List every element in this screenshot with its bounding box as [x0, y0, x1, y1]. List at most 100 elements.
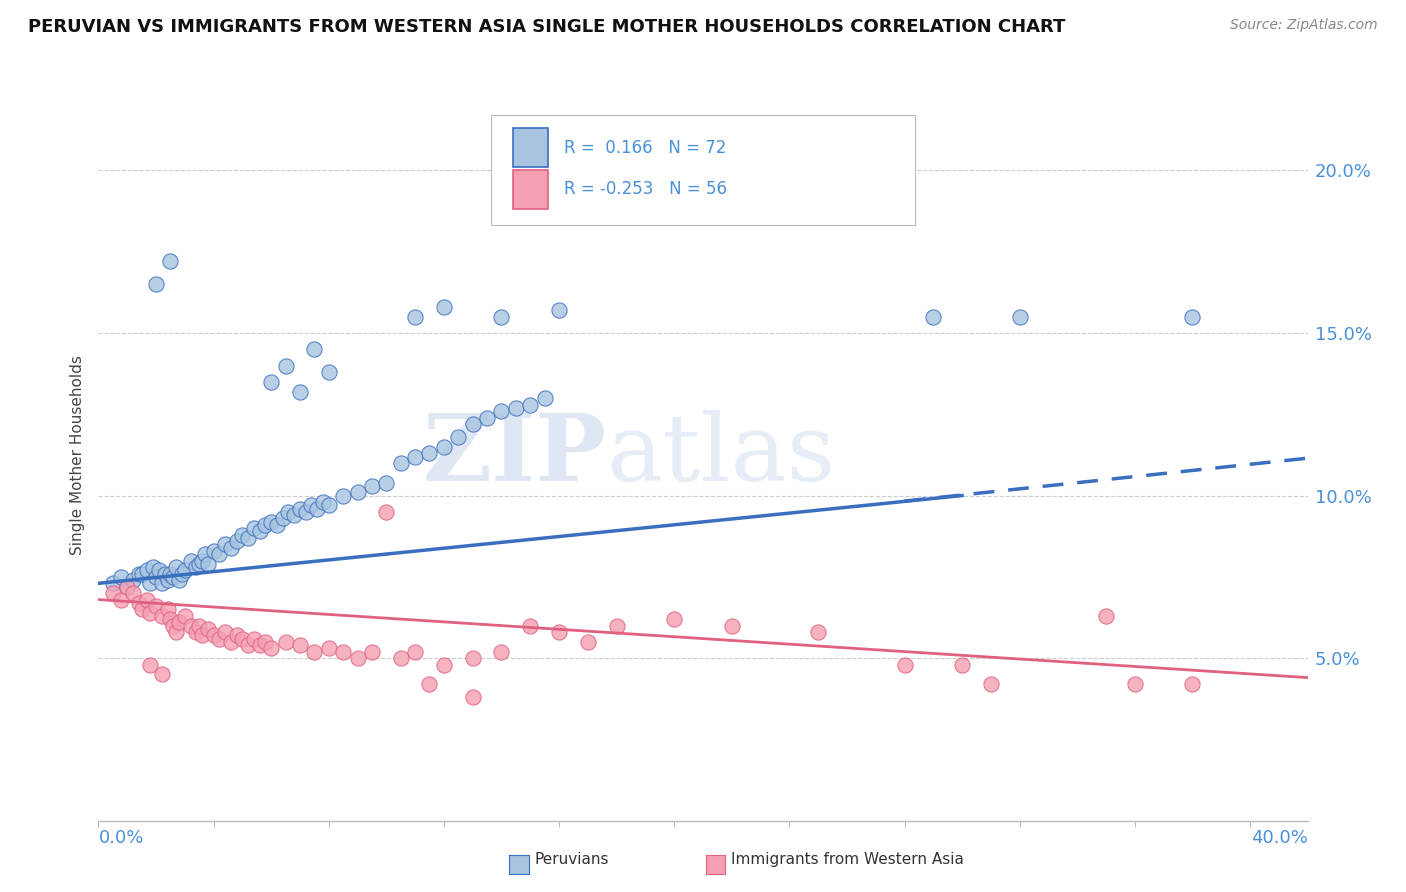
- Point: [274, 359, 297, 373]
- Point: [277, 505, 299, 519]
- Point: [318, 641, 340, 656]
- Point: [807, 625, 830, 640]
- Point: [950, 657, 973, 672]
- Point: [475, 410, 498, 425]
- Point: [194, 547, 217, 561]
- Point: [191, 553, 214, 567]
- Point: [893, 657, 915, 672]
- Point: [389, 651, 412, 665]
- Point: [197, 622, 219, 636]
- Point: [139, 576, 162, 591]
- Point: [720, 618, 742, 632]
- Text: PERUVIAN VS IMMIGRANTS FROM WESTERN ASIA SINGLE MOTHER HOUSEHOLDS CORRELATION CH: PERUVIAN VS IMMIGRANTS FROM WESTERN ASIA…: [28, 18, 1066, 36]
- Point: [202, 628, 225, 642]
- Point: [173, 563, 195, 577]
- Point: [173, 608, 195, 623]
- Point: [288, 501, 311, 516]
- Point: [225, 534, 247, 549]
- Point: [519, 618, 541, 632]
- Point: [186, 625, 208, 640]
- Point: [447, 430, 470, 444]
- Point: [142, 560, 165, 574]
- Point: [145, 277, 167, 292]
- Point: [231, 632, 253, 646]
- FancyBboxPatch shape: [513, 128, 548, 168]
- Point: [128, 596, 150, 610]
- Point: [186, 560, 208, 574]
- Point: [346, 485, 368, 500]
- Point: [249, 524, 271, 539]
- Point: [491, 644, 513, 658]
- Point: [433, 657, 456, 672]
- Point: [231, 527, 253, 541]
- Point: [165, 625, 187, 640]
- Point: [318, 365, 340, 379]
- Point: [361, 644, 384, 658]
- Text: Source: ZipAtlas.com: Source: ZipAtlas.com: [1230, 18, 1378, 32]
- Point: [101, 586, 124, 600]
- Point: [236, 531, 259, 545]
- Point: [136, 592, 159, 607]
- Point: [1181, 310, 1204, 324]
- Point: [197, 557, 219, 571]
- Point: [188, 618, 211, 632]
- Point: [225, 628, 247, 642]
- Point: [131, 602, 153, 616]
- Point: [491, 310, 513, 324]
- Point: [294, 505, 316, 519]
- Point: [606, 618, 628, 632]
- FancyBboxPatch shape: [492, 115, 915, 225]
- Point: [131, 566, 153, 581]
- Point: [274, 635, 297, 649]
- Point: [576, 635, 599, 649]
- Point: [159, 566, 181, 581]
- Y-axis label: Single Mother Households: Single Mother Households: [70, 355, 86, 555]
- Point: [159, 612, 181, 626]
- Point: [461, 690, 484, 705]
- Point: [208, 547, 231, 561]
- Point: [101, 576, 124, 591]
- Point: [162, 570, 184, 584]
- Point: [260, 515, 283, 529]
- Point: [145, 570, 167, 584]
- Point: [318, 498, 340, 512]
- Point: [288, 384, 311, 399]
- Point: [156, 573, 179, 587]
- Point: [254, 517, 277, 532]
- Point: [115, 580, 138, 594]
- Point: [115, 580, 138, 594]
- Point: [208, 632, 231, 646]
- Point: [254, 635, 277, 649]
- Point: [312, 495, 335, 509]
- Text: R = -0.253   N = 56: R = -0.253 N = 56: [564, 180, 727, 198]
- Point: [980, 677, 1002, 691]
- Point: [139, 606, 162, 620]
- Point: [180, 618, 202, 632]
- Point: [519, 398, 541, 412]
- Point: [150, 608, 173, 623]
- Point: [167, 615, 190, 630]
- Point: [548, 303, 571, 318]
- Point: [283, 508, 305, 522]
- Point: [162, 618, 184, 632]
- Point: [418, 446, 440, 460]
- Point: [433, 300, 456, 314]
- Point: [249, 638, 271, 652]
- Point: [332, 489, 354, 503]
- Point: [922, 310, 945, 324]
- Point: [1008, 310, 1031, 324]
- Point: [159, 254, 181, 268]
- Point: [145, 599, 167, 613]
- Point: [180, 553, 202, 567]
- Point: [301, 498, 323, 512]
- Point: [491, 404, 513, 418]
- Point: [128, 566, 150, 581]
- Point: [307, 501, 329, 516]
- Point: [389, 456, 412, 470]
- Point: [202, 544, 225, 558]
- Point: [346, 651, 368, 665]
- Point: [148, 563, 170, 577]
- Point: [433, 440, 456, 454]
- Point: [304, 644, 326, 658]
- Point: [375, 505, 398, 519]
